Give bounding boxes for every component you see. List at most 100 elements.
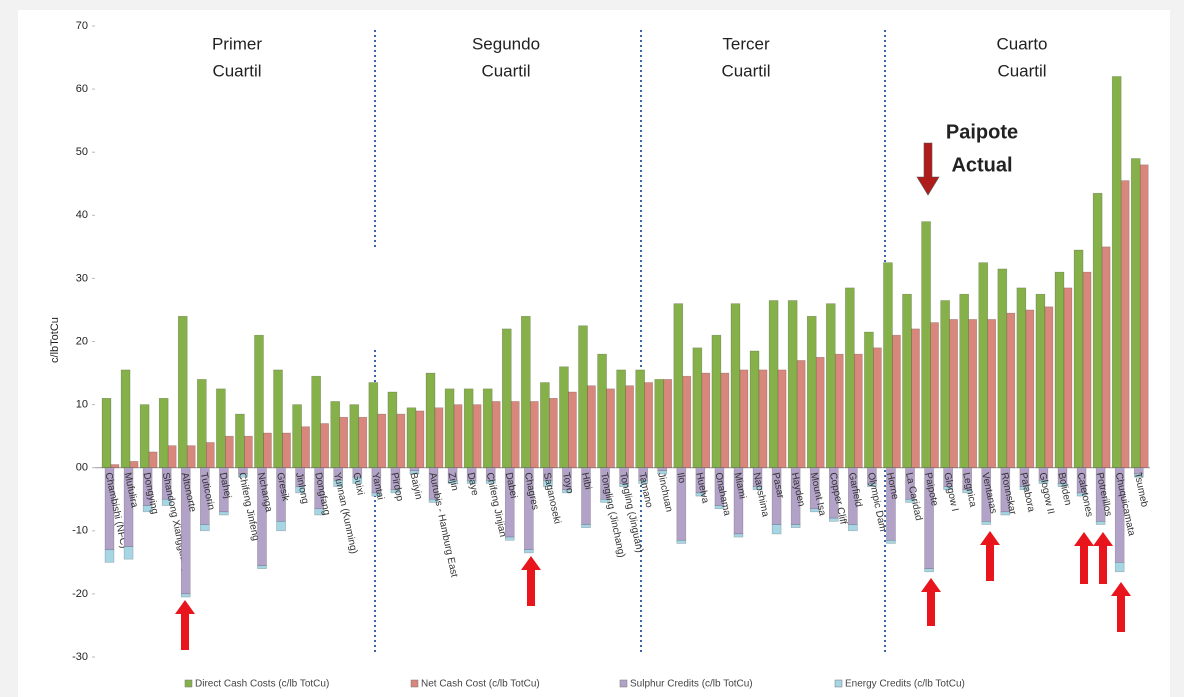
bar-net <box>568 391 577 469</box>
bar-net <box>739 369 749 468</box>
legend-label: Energy Credits (c/lb TotCu) <box>845 679 965 690</box>
bar-energy <box>390 489 401 494</box>
legend-label: Direct Cash Costs (c/lb TotCu) <box>195 679 329 690</box>
bar-energy <box>238 473 248 478</box>
bar-energy <box>1038 480 1049 484</box>
y-tick-label: 20 <box>76 335 88 347</box>
bar-direct <box>578 325 588 469</box>
y-tick-label: 00 <box>76 462 88 474</box>
bar-net <box>167 445 177 468</box>
x-tick-label: Hibi <box>579 472 593 491</box>
bar-direct <box>235 413 245 469</box>
bar-energy <box>562 489 572 494</box>
y-tick-label: -30 <box>72 651 88 663</box>
bar-direct <box>768 300 779 468</box>
bar-energy <box>1076 492 1087 497</box>
bar-energy <box>924 568 934 573</box>
quartile-label: Cuartil <box>481 61 530 80</box>
bar-energy <box>867 483 877 487</box>
bar-net <box>892 334 901 468</box>
bar-net <box>815 356 825 468</box>
bar-net <box>129 461 139 469</box>
bar-direct <box>749 350 760 468</box>
bar-energy <box>504 536 515 541</box>
bar-energy <box>981 521 992 525</box>
bar-direct <box>292 404 302 469</box>
bar-net <box>434 407 444 469</box>
bar-energy <box>180 593 191 598</box>
bar-energy <box>466 480 477 484</box>
bar-energy <box>676 539 687 544</box>
bar-energy <box>1095 521 1106 525</box>
bar-net <box>282 432 291 468</box>
bar-energy <box>733 533 744 538</box>
bar-energy <box>752 486 763 491</box>
bar-direct <box>311 375 321 468</box>
quartile-label: Cuartil <box>212 61 261 80</box>
bar-net <box>1063 287 1073 468</box>
bar-direct <box>864 331 874 468</box>
bar-net <box>930 322 939 469</box>
bar-energy <box>1057 483 1068 487</box>
bar-energy <box>638 480 648 484</box>
bar-energy <box>123 546 134 560</box>
bar-direct <box>368 382 379 469</box>
bar-energy <box>276 521 286 532</box>
bar-net <box>796 360 806 468</box>
bar-net <box>1006 312 1016 469</box>
bar-net <box>510 401 520 469</box>
bar-energy <box>104 549 115 563</box>
annotation: Actual <box>951 154 1012 176</box>
bar-net <box>263 432 272 468</box>
x-tick-label: Dahej <box>217 472 233 500</box>
bar-energy <box>142 505 153 513</box>
annotation: Paipote <box>946 121 1018 143</box>
x-tick-label: Daye <box>465 472 481 498</box>
legend-swatch <box>410 679 419 688</box>
bar-direct <box>387 391 398 469</box>
bar-net <box>320 423 329 468</box>
bar-energy <box>371 492 382 497</box>
x-tick-label: Dabei <box>503 472 519 500</box>
bar-direct <box>559 366 569 468</box>
bar-direct <box>1054 271 1065 468</box>
bar-net <box>701 372 711 468</box>
bar-energy <box>1019 486 1030 491</box>
bar-net <box>911 328 920 469</box>
bar-energy <box>524 549 534 554</box>
bar-net <box>148 451 158 468</box>
y-axis-label: c/lbTotCu <box>49 317 61 363</box>
bar-net <box>530 401 539 469</box>
bar-net <box>1044 306 1054 469</box>
bar-direct <box>425 372 436 468</box>
x-tick-label: Guixi <box>350 472 365 497</box>
legend-swatch <box>834 679 843 688</box>
bar-direct <box>1092 192 1103 468</box>
bar-net <box>377 413 387 469</box>
bar-net <box>1101 246 1111 469</box>
bar-net <box>1139 164 1149 469</box>
bar-energy <box>771 524 782 535</box>
bar-direct <box>883 262 893 468</box>
bar-net <box>682 375 692 468</box>
legend-label: Net Cash Cost (c/lb TotCu) <box>421 679 540 690</box>
bar-energy <box>848 524 858 532</box>
bar-direct <box>673 303 684 469</box>
legend-swatch <box>619 679 628 688</box>
bar-direct <box>997 268 1008 468</box>
bar-energy <box>1133 473 1144 478</box>
bar-direct <box>120 369 131 468</box>
bar-energy <box>485 480 496 484</box>
bar-net <box>186 445 196 468</box>
bar-direct <box>444 388 455 469</box>
bar-energy <box>333 480 344 487</box>
bar-net <box>206 442 215 468</box>
bar-energy <box>962 489 973 494</box>
bar-energy <box>314 508 324 516</box>
bar-direct <box>406 407 417 469</box>
bar-direct <box>616 369 626 468</box>
bar-net <box>491 401 501 469</box>
bar-energy <box>257 565 267 569</box>
y-tick-label: -10 <box>72 525 88 537</box>
bar-net <box>225 435 234 468</box>
